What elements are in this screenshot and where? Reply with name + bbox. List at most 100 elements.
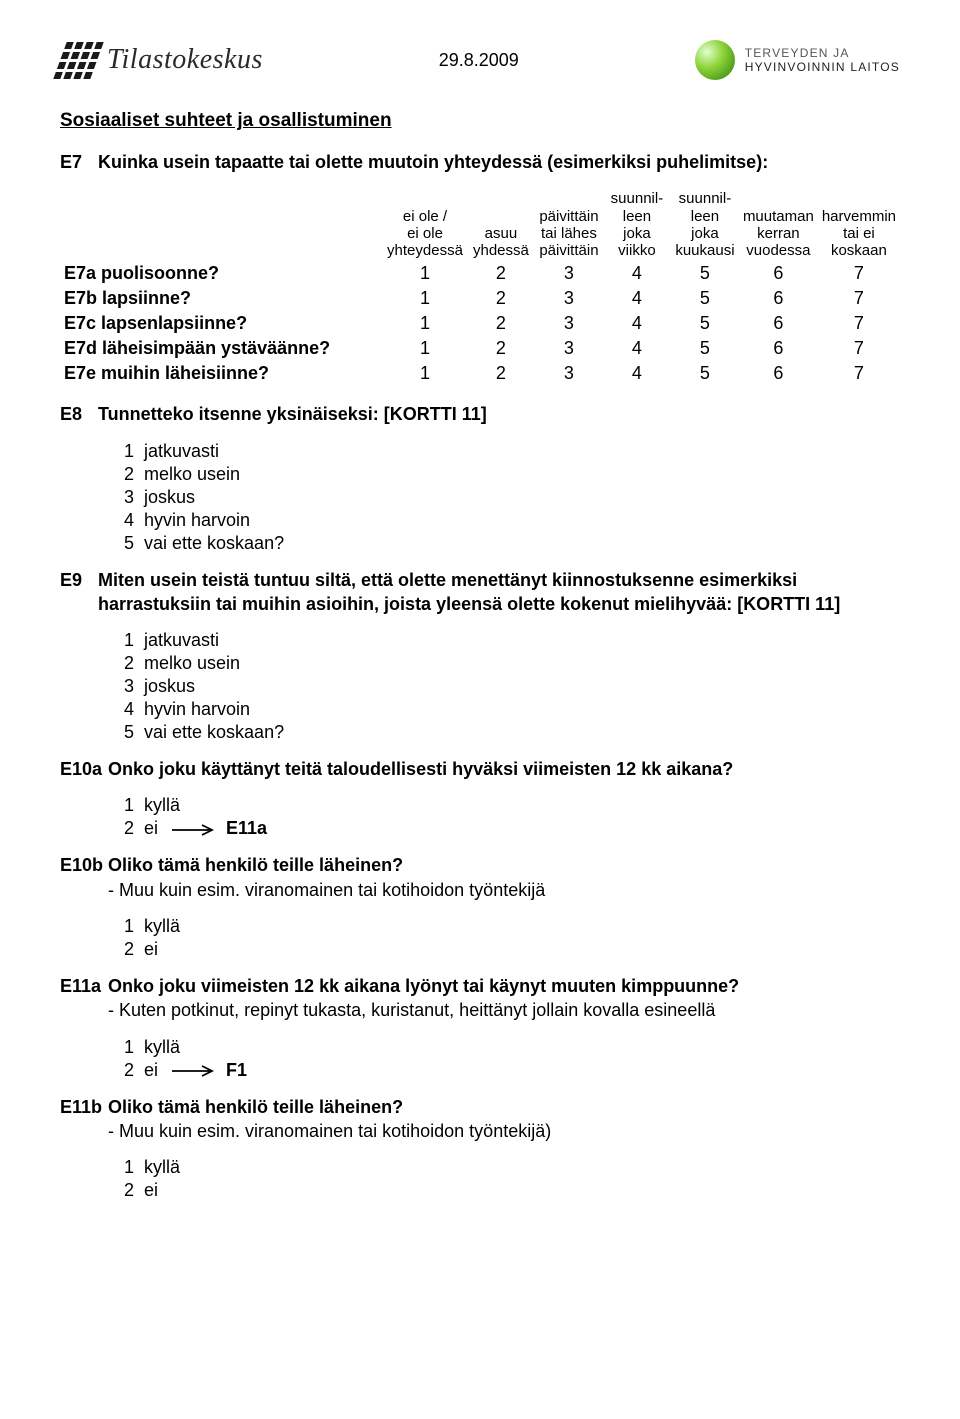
- table-header: harvemmintai eikoskaan: [818, 188, 900, 261]
- answer-number: 1: [110, 630, 134, 651]
- answers-e8: 1 jatkuvasti2melko usein3 joskus 4 hyvin har…: [110, 441, 900, 554]
- cell-value: 2: [467, 261, 535, 286]
- answer-number: 1: [110, 795, 134, 816]
- table-header: suunnil-leen jokaviikko: [603, 188, 671, 261]
- row-label: E7c lapsenlapsiinne?: [60, 311, 383, 336]
- table-row: E7c lapsenlapsiinne?1234567: [60, 311, 900, 336]
- answer-number: 4: [110, 510, 134, 531]
- tk-bars-icon: [53, 42, 103, 79]
- cell-value: 7: [818, 311, 900, 336]
- question-e10a: E10a Onko joku käyttänyt teitä taloudell…: [60, 757, 900, 781]
- cell-value: 1: [383, 361, 467, 386]
- answers-e11a: 1kyllä2eiF1: [110, 1037, 900, 1081]
- answer-label: eiF1: [144, 1060, 247, 1081]
- answers-e9: 1 jatkuvasti 2 melko usein 3 joskus4hyvin har…: [110, 630, 900, 743]
- answer-option: 1 jatkuvasti: [110, 441, 900, 462]
- answer-number: 2: [110, 939, 134, 960]
- cell-value: 2: [467, 286, 535, 311]
- answers-e10b: 1kyllä2 ei: [110, 916, 900, 960]
- cell-value: 7: [818, 336, 900, 361]
- cell-value: 6: [739, 361, 818, 386]
- cell-value: 4: [603, 361, 671, 386]
- arrow-right-icon: [172, 824, 218, 836]
- question-e11b: E11b Oliko tämä henkilö teille läheinen?…: [60, 1095, 900, 1144]
- answer-option: 1kyllä: [110, 1157, 900, 1178]
- cell-value: 5: [671, 286, 739, 311]
- answer-option: 5vai ette koskaan?: [110, 722, 900, 743]
- row-label: E7d läheisimpään ystäväänne?: [60, 336, 383, 361]
- arrow-right-icon: [172, 1065, 218, 1077]
- cell-value: 5: [671, 336, 739, 361]
- answer-number: 1: [110, 916, 134, 937]
- logo-tilastokeskus-text: Tilastokeskus: [107, 44, 263, 76]
- cell-value: 3: [535, 261, 603, 286]
- answer-number: 2: [110, 818, 134, 839]
- table-header: muutamankerranvuodessa: [739, 188, 818, 261]
- answer-option: 1kyllä: [110, 1037, 900, 1058]
- answer-label: melko usein: [144, 464, 240, 485]
- answer-option: 4hyvin harvoin: [110, 699, 900, 720]
- answer-number: 1: [110, 441, 134, 462]
- cell-value: 1: [383, 311, 467, 336]
- answer-number: 5: [110, 533, 134, 554]
- cell-value: 6: [739, 336, 818, 361]
- question-id: E9: [60, 570, 98, 591]
- cell-value: 1: [383, 286, 467, 311]
- answer-label: kyllä: [144, 1037, 180, 1058]
- answer-label: joskus: [144, 487, 195, 508]
- logo-thl-text: TERVEYDEN JA HYVINVOINNIN LAITOS: [745, 46, 900, 74]
- answer-option: 1 jatkuvasti: [110, 630, 900, 651]
- question-e9: E9 Miten usein teistä tuntuu siltä, että…: [60, 568, 900, 617]
- answer-number: 2: [110, 653, 134, 674]
- question-e8: E8 Tunnetteko itsenne yksinäiseksi: [KOR…: [60, 402, 900, 426]
- row-label: E7b lapsiinne?: [60, 286, 383, 311]
- question-note: - Muu kuin esim. viranomainen tai kotiho…: [108, 878, 545, 902]
- answer-label: melko usein: [144, 653, 240, 674]
- cell-value: 2: [467, 311, 535, 336]
- answer-label: kyllä: [144, 795, 180, 816]
- cell-value: 1: [383, 336, 467, 361]
- answer-label: ei: [144, 939, 158, 960]
- answer-label: joskus: [144, 676, 195, 697]
- answer-number: 3: [110, 487, 134, 508]
- answers-e10a: 1kyllä2eiE11a: [110, 795, 900, 839]
- cell-value: 7: [818, 261, 900, 286]
- table-row: E7d läheisimpään ystäväänne?1234567: [60, 336, 900, 361]
- cell-value: 7: [818, 286, 900, 311]
- answer-option: 1 kyllä: [110, 795, 900, 816]
- table-header: päivittäintai lähespäivittäin: [535, 188, 603, 261]
- question-text: Oliko tämä henkilö teille läheinen?: [108, 853, 545, 877]
- answer-option: 2 ei: [110, 939, 900, 960]
- cell-value: 7: [818, 361, 900, 386]
- answer-label: jatkuvasti: [144, 441, 219, 462]
- question-e7: E7 Kuinka usein tapaatte tai olette muut…: [60, 150, 900, 174]
- answer-label: ei: [144, 1180, 158, 1201]
- question-note: - Muu kuin esim. viranomainen tai kotiho…: [108, 1119, 551, 1143]
- globe-icon: [695, 40, 735, 80]
- answer-number: 3: [110, 676, 134, 697]
- cell-value: 5: [671, 261, 739, 286]
- answer-label: hyvin harvoin: [144, 510, 250, 531]
- cell-value: 5: [671, 361, 739, 386]
- thl-line2: HYVINVOINNIN LAITOS: [745, 60, 900, 74]
- cell-value: 3: [535, 361, 603, 386]
- answer-option: 2melko usein: [110, 464, 900, 485]
- cell-value: 6: [739, 261, 818, 286]
- answer-option: 2eiF1: [110, 1060, 900, 1081]
- question-id: E10a: [60, 759, 108, 780]
- answer-option: 3 joskus: [110, 487, 900, 508]
- cell-value: 3: [535, 311, 603, 336]
- question-text: Kuinka usein tapaatte tai olette muutoin…: [98, 150, 768, 174]
- question-e10b: E10b Oliko tämä henkilö teille läheinen?…: [60, 853, 900, 902]
- question-e11a: E11a Onko joku viimeisten 12 kk aikana l…: [60, 974, 900, 1023]
- answer-option: 1kyllä: [110, 916, 900, 937]
- answer-number: 2: [110, 1180, 134, 1201]
- cell-value: 6: [739, 311, 818, 336]
- cell-value: 2: [467, 336, 535, 361]
- page-header: Tilastokeskus 29.8.2009 TERVEYDEN JA HYV…: [60, 40, 900, 80]
- answer-label: jatkuvasti: [144, 630, 219, 651]
- answer-option: 2 ei: [110, 1180, 900, 1201]
- answer-number: 5: [110, 722, 134, 743]
- cell-value: 1: [383, 261, 467, 286]
- question-id: E8: [60, 404, 98, 425]
